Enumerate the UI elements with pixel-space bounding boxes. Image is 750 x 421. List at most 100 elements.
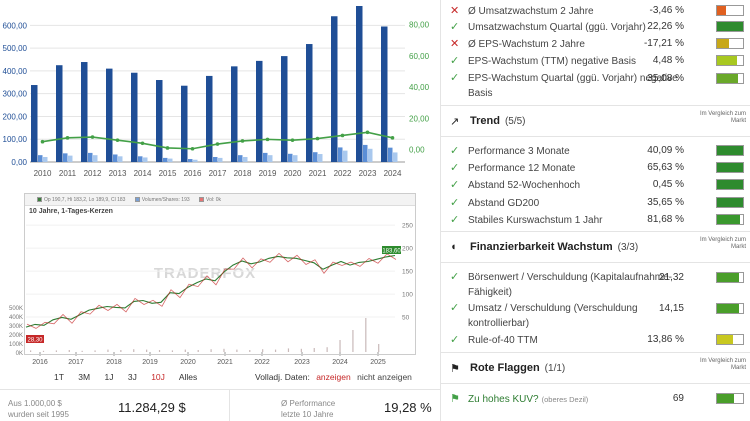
volume-bar bbox=[68, 350, 70, 352]
section-divider bbox=[441, 136, 750, 137]
bar-x-tick: 2024 bbox=[384, 169, 402, 178]
price-chart: TRADERFOX501001502002500K100K200K300K400… bbox=[8, 194, 415, 366]
bar-mark bbox=[68, 155, 73, 162]
bar-mark bbox=[318, 154, 323, 162]
criteria-label: Rule-of-40 TTM bbox=[468, 335, 538, 346]
check-icon: ✓ bbox=[450, 145, 460, 157]
criteria-value: 69 bbox=[672, 393, 684, 404]
bar-mark bbox=[163, 157, 168, 162]
volume-bar bbox=[223, 348, 225, 352]
price-y-tick: 50 bbox=[402, 315, 410, 322]
bar-line-point bbox=[265, 137, 270, 142]
check-icon: ✓ bbox=[450, 162, 460, 174]
range-button-3j[interactable]: 3J bbox=[127, 372, 137, 382]
criteria-label: Performance 12 Monate bbox=[468, 163, 576, 174]
range-button-alles[interactable]: Alles bbox=[178, 372, 198, 382]
performance-stats: Aus 1.000,00 $ wurden seit 1995 11.284,2… bbox=[0, 389, 440, 421]
price-x-tick: 2019 bbox=[142, 359, 158, 366]
bar-x-tick: 2014 bbox=[134, 169, 152, 178]
cross-icon: ✕ bbox=[450, 38, 460, 50]
volume-bar bbox=[55, 350, 57, 352]
bar-x-tick: 2021 bbox=[309, 169, 327, 178]
market-comparison-bar bbox=[716, 303, 744, 314]
volume-bar bbox=[249, 350, 251, 352]
volume-bar bbox=[313, 348, 315, 352]
volume-y-tick: 0K bbox=[16, 351, 23, 357]
investment-label-line2: wurden seit 1995 bbox=[8, 410, 69, 419]
finance-title-text: Finanzierbarkeit Wachstum bbox=[470, 241, 613, 253]
trend-chart-icon: ↗ bbox=[450, 116, 460, 128]
volume-bar bbox=[365, 318, 367, 352]
range-button-3m[interactable]: 3M bbox=[78, 372, 91, 382]
bar-mark bbox=[288, 153, 293, 162]
volume-bar bbox=[120, 350, 122, 352]
bar-y-tick-left: 100,00 bbox=[3, 135, 28, 144]
price-x-tick: 2025 bbox=[370, 359, 386, 366]
finance-compare-label: Im Vergleich zum Markt bbox=[699, 237, 746, 250]
market-comparison-bar bbox=[716, 145, 744, 156]
market-comparison-bar bbox=[716, 21, 744, 32]
bar-mark bbox=[193, 159, 198, 162]
bar-y-tick-left: 200,00 bbox=[3, 112, 28, 121]
flags-title-text: Rote Flaggen bbox=[470, 362, 540, 374]
bar-x-tick: 2023 bbox=[359, 169, 377, 178]
bar-mark bbox=[131, 72, 138, 162]
criteria-label: Abstand GD200 bbox=[468, 198, 540, 209]
price-plot-area bbox=[25, 194, 415, 354]
check-icon: ✓ bbox=[450, 21, 460, 33]
criteria-label: Zu hohes KUV? (oberes Dezil) bbox=[468, 392, 683, 407]
section-divider bbox=[441, 383, 750, 384]
criteria-row: ✓ Stabiles Kurswachstum 1 Jahr 81,68 % bbox=[441, 211, 750, 227]
criteria-label: Umsatzwachstum Quartal (ggü. Vorjahr) bbox=[468, 22, 646, 33]
range-button-10j[interactable]: 10J bbox=[151, 372, 165, 382]
avg-performance-label: Ø Performance letzte 10 Jahre bbox=[281, 398, 335, 420]
volume-hide-link[interactable]: nicht anzeigen bbox=[357, 372, 412, 382]
bar-mark bbox=[231, 66, 238, 162]
range-button-1j[interactable]: 1J bbox=[104, 372, 114, 382]
bar-mark bbox=[31, 85, 38, 162]
criteria-value: 13,86 % bbox=[647, 334, 684, 345]
criteria-row: ✓ Rule-of-40 TTM 13,86 % bbox=[441, 331, 750, 347]
volume-show-link[interactable]: anzeigen bbox=[316, 372, 351, 382]
criteria-label: Stabiles Kurswachstum 1 Jahr bbox=[468, 215, 603, 226]
bar-line-point bbox=[90, 135, 95, 139]
bar-mark bbox=[218, 157, 223, 162]
bar-y-tick-left: 300,00 bbox=[3, 90, 28, 99]
bar-y-tick-left: 600,00 bbox=[3, 21, 28, 30]
volume-bar bbox=[146, 349, 148, 352]
market-comparison-bar bbox=[716, 272, 744, 283]
finance-title: Finanzierbarkeit Wachstum (3/3) bbox=[470, 241, 638, 253]
bar-x-tick: 2015 bbox=[159, 169, 177, 178]
bar-x-tick: 2013 bbox=[109, 169, 127, 178]
range-button-1t[interactable]: 1T bbox=[54, 372, 64, 382]
last-price-badge bbox=[382, 246, 401, 254]
criteria-row: ✓ Performance 12 Monate 65,63 % bbox=[441, 159, 750, 175]
price-x-tick: 2021 bbox=[217, 359, 233, 366]
bar-mark bbox=[168, 158, 173, 162]
criteria-value: 21,32 bbox=[658, 272, 684, 283]
flag-icon: ⚑ bbox=[450, 393, 460, 405]
check-icon: ✓ bbox=[450, 271, 460, 283]
finance-count: (3/3) bbox=[617, 242, 639, 253]
flags-title: Rote Flaggen (1/1) bbox=[470, 362, 565, 374]
criteria-row: ✓ Umsatzwachstum Quartal (ggü. Vorjahr) 22… bbox=[441, 18, 750, 34]
bar-mark bbox=[381, 26, 388, 162]
bar-line-point bbox=[190, 146, 195, 151]
market-comparison-fill bbox=[717, 198, 743, 207]
trend-title: Trend (5/5) bbox=[470, 115, 526, 127]
bar-y-tick-right: 80,00 bbox=[409, 21, 430, 30]
check-icon: ✓ bbox=[450, 214, 460, 226]
market-comparison-fill bbox=[717, 74, 738, 83]
market-comparison-fill bbox=[717, 215, 741, 224]
first-price-label: 28,30 bbox=[27, 338, 43, 344]
criteria-row: ✓ EPS-Wachstum (TTM) negative Basis 4,48 % bbox=[441, 52, 750, 68]
bar-mark bbox=[238, 155, 243, 162]
shield-icon: ◖ bbox=[450, 241, 457, 253]
bar-mark bbox=[313, 152, 318, 162]
criteria-label: Performance 3 Monate bbox=[468, 146, 570, 157]
right-panel: ✕ Ø Umsatzwachstum 2 Jahre -3,46 % ✓ Umsatzw… bbox=[441, 0, 750, 421]
bar-mark bbox=[306, 44, 313, 162]
panel-divider bbox=[440, 0, 441, 421]
flags-section-header: ⚑ Rote Flaggen (1/1) Im Vergleich zum Markt bbox=[441, 355, 750, 381]
